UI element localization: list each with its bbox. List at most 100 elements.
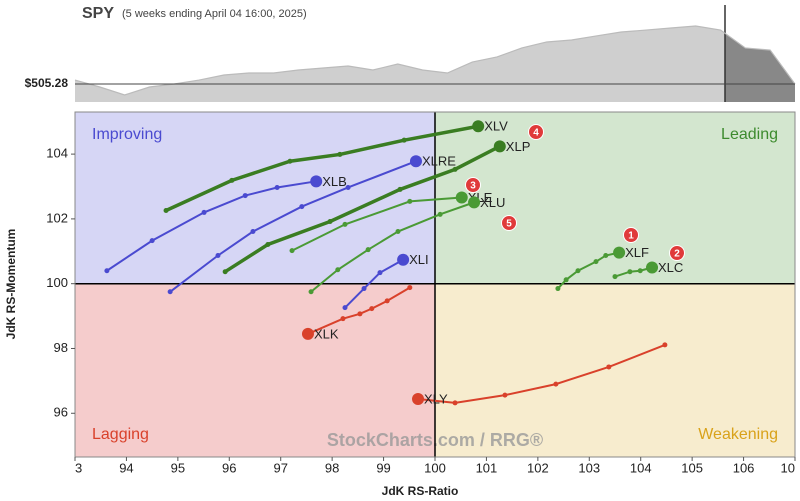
trail-point (345, 184, 351, 190)
trail-head (397, 253, 410, 266)
marker-badge (501, 215, 517, 231)
x-tick-label: 103 (578, 460, 600, 475)
quadrant-label: Weakening (698, 426, 778, 443)
trail-point (104, 268, 110, 274)
trail-point (265, 241, 271, 247)
trail-point (250, 229, 256, 235)
quadrant (75, 283, 435, 457)
trail (307, 286, 411, 335)
trail-head (493, 140, 506, 153)
trail-point (365, 247, 371, 253)
x-tick-label: 98 (325, 460, 339, 475)
series-label: XLK (314, 326, 339, 341)
trail-point (407, 285, 413, 291)
trail-point (222, 269, 228, 275)
trail-point (149, 238, 155, 244)
mini-subtitle: (5 weeks ending April 04 16:00, 2025) (122, 8, 307, 20)
x-tick-label: 96 (222, 460, 236, 475)
trail-head (412, 393, 425, 406)
trail-point (342, 305, 348, 311)
marker-number: 1 (628, 231, 634, 242)
trail-point (437, 211, 443, 217)
mini-area (75, 26, 795, 103)
trail-point (627, 269, 633, 275)
series-label: XLC (658, 260, 683, 275)
x-tick-label: 104 (630, 460, 652, 475)
series-label: XLY (424, 391, 448, 406)
y-tick-label: $505.28 (25, 76, 69, 90)
trail-point (384, 298, 390, 304)
x-tick-label: 106 (733, 460, 755, 475)
x-tick-label: 99 (376, 460, 390, 475)
trail-point (340, 316, 346, 322)
trail-point (407, 198, 413, 204)
trail-point (287, 158, 293, 164)
series-label: XLF (625, 245, 649, 260)
trail (165, 124, 479, 213)
y-tick-label: 96 (54, 405, 68, 420)
trail (614, 266, 653, 278)
trail-point (553, 381, 559, 387)
series-label: XLI (409, 252, 429, 267)
series-label: XLV (484, 119, 508, 134)
trail-head (301, 327, 314, 340)
marker-badge (623, 227, 639, 243)
x-tick-label: 3 (75, 460, 82, 475)
y-tick-label: 102 (46, 210, 68, 225)
trail-point (377, 270, 383, 276)
y-tick-label: 104 (46, 146, 68, 161)
trail-point (342, 221, 348, 227)
marker-number: 3 (470, 181, 476, 192)
trail-point (289, 248, 295, 254)
x-axis-title: JdK RS-Ratio (382, 484, 459, 498)
quadrant (435, 283, 795, 457)
quadrant-label: Improving (92, 126, 162, 143)
mini-line (74, 25, 796, 96)
trail-point (369, 306, 375, 312)
trail-point (502, 392, 508, 398)
trail (169, 160, 417, 293)
series-label: XLB (322, 174, 347, 189)
trail-head (409, 155, 422, 168)
trail-point (163, 207, 169, 213)
series-label: XLRE (422, 154, 456, 169)
series-label: XLU (480, 195, 505, 210)
trail-head (455, 191, 468, 204)
x-tick-label: 95 (171, 460, 185, 475)
trail-point (606, 364, 612, 370)
x-tick-label: 94 (119, 460, 133, 475)
trail-point (201, 209, 207, 215)
marker-badge (465, 177, 481, 193)
trail-point (335, 267, 341, 273)
marker-number: 4 (533, 128, 539, 139)
mini-title: SPY (82, 5, 114, 22)
trail-point (395, 229, 401, 235)
trail-head (310, 175, 323, 188)
trail-point (637, 268, 643, 274)
trail-point (299, 204, 305, 210)
x-tick-label: 100 (424, 460, 446, 475)
trail-point (603, 253, 609, 259)
trail (291, 196, 462, 252)
marker-badge (669, 245, 685, 261)
x-tick-label: 10 (781, 460, 795, 475)
marker-number: 5 (506, 219, 512, 230)
trail-point (662, 342, 668, 348)
x-tick-label: 105 (681, 460, 703, 475)
quadrant-label: Leading (721, 126, 778, 143)
quadrant-label: Lagging (92, 426, 149, 443)
trail-point (327, 218, 333, 224)
trail (344, 258, 404, 309)
y-tick-label: 100 (46, 275, 68, 290)
trail-point (229, 177, 235, 183)
series-label: XLP (506, 139, 531, 154)
trail-point (452, 166, 458, 172)
trail-head (646, 261, 659, 274)
trail-point (593, 259, 599, 265)
trail-point (452, 400, 458, 406)
trail-point (575, 268, 581, 274)
trail-point (397, 186, 403, 192)
marker-number: 2 (674, 249, 680, 260)
trail-point (563, 277, 569, 283)
y-axis-title: JdK RS-Momentum (4, 229, 18, 340)
